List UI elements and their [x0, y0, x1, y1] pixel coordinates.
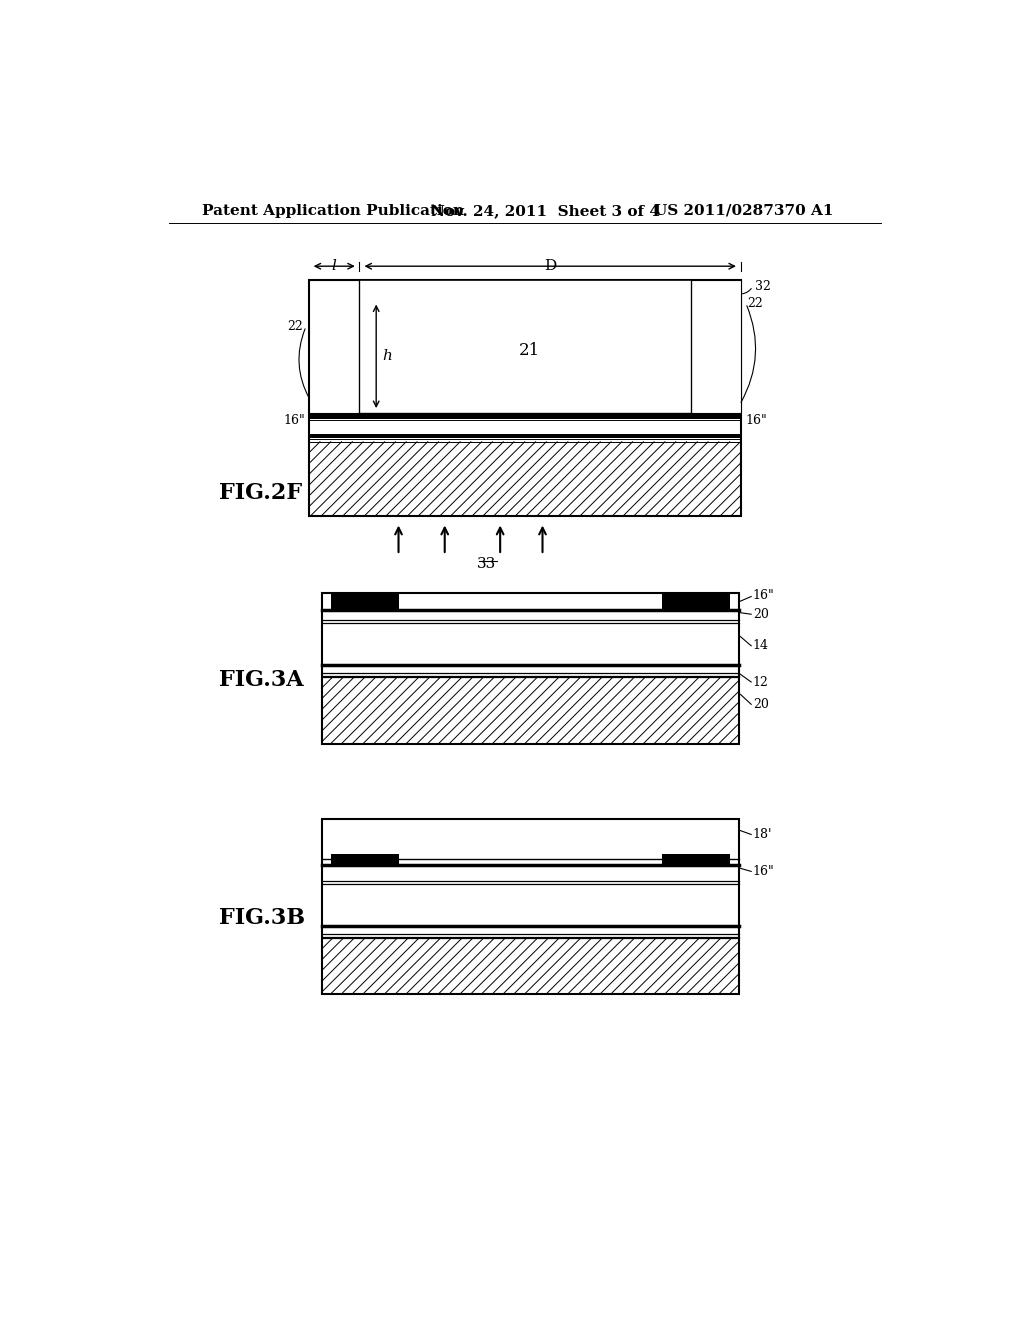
Text: 14: 14	[753, 639, 769, 652]
Text: D: D	[544, 259, 556, 272]
Text: 16": 16"	[745, 413, 767, 426]
Text: 16": 16"	[753, 865, 774, 878]
Text: 33: 33	[477, 557, 496, 572]
Bar	[309, 434, 741, 438]
Bar	[691, 280, 741, 412]
Text: l: l	[332, 259, 337, 272]
Text: 20: 20	[753, 698, 769, 711]
Text: 16": 16"	[284, 413, 305, 426]
Text: FIG.3A: FIG.3A	[219, 669, 304, 690]
Text: h: h	[382, 350, 392, 363]
Text: Nov. 24, 2011  Sheet 3 of 4: Nov. 24, 2011 Sheet 3 of 4	[431, 203, 659, 218]
Bar	[359, 280, 691, 412]
Text: Patent Application Publication: Patent Application Publication	[202, 203, 464, 218]
Text: 21: 21	[518, 342, 540, 359]
Text: FIG.3B: FIG.3B	[219, 907, 305, 929]
Text: 18': 18'	[753, 828, 772, 841]
Text: US 2011/0287370 A1: US 2011/0287370 A1	[654, 203, 834, 218]
Text: 22: 22	[748, 297, 763, 310]
Text: FIG.2F: FIG.2F	[219, 482, 302, 504]
Bar	[309, 280, 741, 516]
Bar	[322, 818, 739, 994]
Text: 20: 20	[753, 607, 769, 620]
Text: 16": 16"	[753, 589, 774, 602]
Bar	[331, 594, 398, 610]
Text: 32: 32	[755, 280, 771, 293]
Text: 22: 22	[288, 319, 303, 333]
Bar	[309, 280, 359, 412]
Bar	[662, 854, 730, 866]
Bar	[309, 413, 741, 418]
Bar	[331, 854, 398, 866]
Bar	[662, 594, 730, 610]
Text: 12: 12	[753, 676, 769, 689]
Bar	[322, 594, 739, 743]
